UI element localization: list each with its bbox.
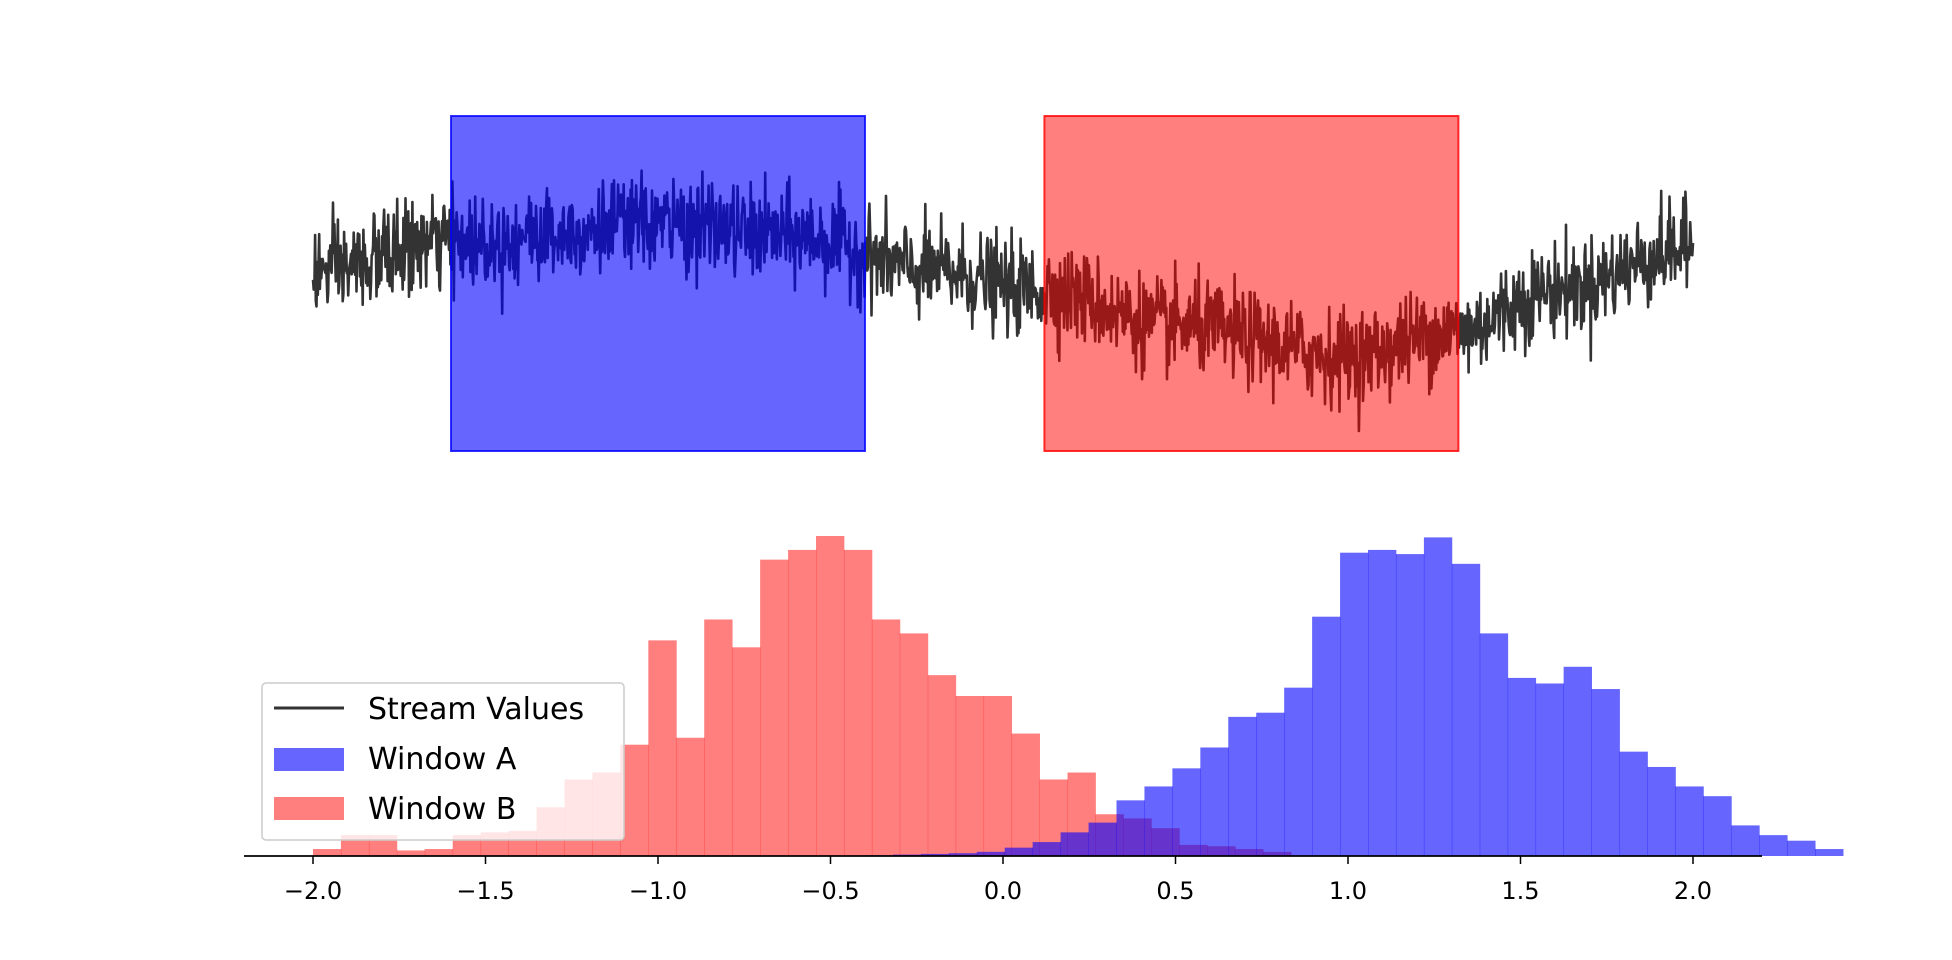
hist-bar-window-b: [676, 737, 705, 856]
hist-bar-window-b: [313, 849, 342, 856]
legend-label-window-a: Window A: [368, 742, 517, 777]
hist-bar-window-a: [1312, 616, 1341, 856]
hist-bar-window-a: [1060, 832, 1089, 856]
hist-bar-window-b: [983, 696, 1013, 856]
hist-bar-window-b: [620, 744, 649, 856]
hist-bar-window-a: [1200, 747, 1229, 856]
x-tick-label: −1.0: [629, 877, 687, 905]
hist-bar-window-b: [843, 549, 873, 856]
hist-bar-window-a: [1144, 786, 1173, 856]
hist-bar-window-a: [1507, 677, 1537, 856]
window-layer: [450, 115, 1460, 452]
hist-bar-window-a: [1256, 712, 1285, 856]
hist-bar-window-a: [1787, 840, 1816, 856]
hist-bar-window-a: [1591, 689, 1620, 856]
hist-bar-window-b: [396, 850, 426, 856]
hist-bar-window-b: [732, 647, 761, 856]
hist-bar-window-a: [1479, 633, 1509, 856]
hist-bar-window-a: [948, 853, 978, 856]
hist-bar-window-b: [648, 640, 677, 856]
hist-bar-window-a: [976, 851, 1006, 856]
x-tick-label: −2.0: [284, 877, 342, 905]
legend-label-window-b: Window B: [368, 792, 516, 827]
histogram-layer: [313, 536, 1844, 856]
hist-bar-window-b: [955, 696, 985, 856]
hist-bar-window-a: [1088, 822, 1117, 856]
hist-bar-window-a: [1423, 537, 1453, 856]
legend-patch-window-a: [274, 748, 344, 771]
hist-bar-window-a: [920, 853, 950, 856]
hist-bar-window-a: [1368, 549, 1397, 856]
hist-bar-window-a: [1004, 847, 1034, 856]
window-window-b: [1043, 115, 1460, 452]
legend: Stream Values Window A Window B: [261, 682, 625, 841]
x-tick-label: 0.5: [1156, 877, 1194, 905]
hist-bar-window-a: [1647, 766, 1676, 856]
hist-bar-window-b: [788, 549, 817, 856]
hist-bar-window-a: [1563, 666, 1592, 856]
hist-bar-window-a: [1032, 842, 1062, 856]
hist-bar-window-a: [1172, 768, 1201, 856]
hist-bar-window-b: [899, 633, 929, 856]
x-tick-label: 1.0: [1329, 877, 1367, 905]
hist-bar-window-a: [1228, 716, 1257, 856]
hist-bar-window-a: [1815, 849, 1844, 856]
hist-bar-window-a: [1284, 687, 1313, 856]
hist-bar-window-a: [1116, 800, 1145, 856]
x-tick-label: 2.0: [1674, 877, 1712, 905]
legend-patch-window-b: [274, 797, 344, 820]
hist-bar-window-a: [1759, 835, 1788, 856]
hist-bar-window-a: [1675, 786, 1704, 856]
legend-frame: [261, 682, 625, 841]
x-tick-label: −0.5: [801, 877, 859, 905]
hist-bar-window-a: [1703, 796, 1732, 856]
x-tick-label: 0.0: [984, 877, 1022, 905]
hist-bar-window-b: [424, 849, 454, 856]
hist-bar-window-a: [1535, 683, 1565, 856]
x-tick-label: −1.5: [456, 877, 514, 905]
hist-bar-window-b: [1011, 733, 1040, 856]
x-tick-label: 1.5: [1501, 877, 1539, 905]
x-axis: −2.0 −1.5 −1.0 −0.5 0.0 0.5 1.0 1.5 2.0: [244, 855, 1762, 905]
hist-bar-window-b: [871, 619, 901, 856]
legend-label-stream: Stream Values: [368, 692, 584, 727]
hist-bar-window-a: [1731, 825, 1760, 856]
hist-bar-window-a: [1451, 563, 1481, 856]
hist-bar-window-b: [816, 536, 845, 856]
window-window-a: [450, 115, 866, 452]
hist-bar-window-a: [1340, 552, 1369, 856]
hist-bar-window-b: [927, 675, 957, 856]
hist-bar-window-a: [1395, 554, 1425, 856]
hist-bar-window-b: [760, 559, 789, 856]
hist-bar-window-b: [704, 619, 733, 856]
hist-bar-window-a: [1619, 751, 1648, 856]
